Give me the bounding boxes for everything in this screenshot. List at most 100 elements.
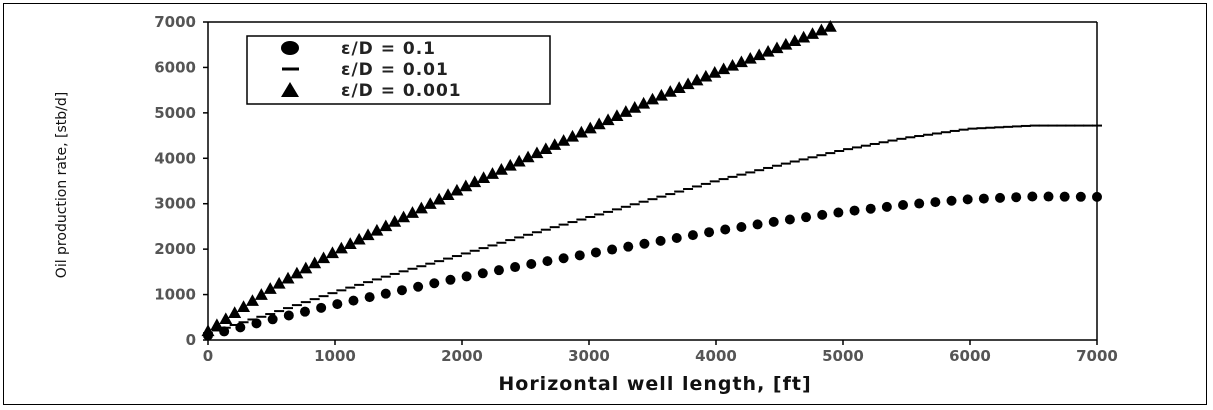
series-point bbox=[210, 318, 224, 331]
series-point bbox=[485, 167, 499, 179]
series-point bbox=[219, 312, 233, 325]
series-point bbox=[681, 77, 695, 90]
series-point bbox=[459, 179, 473, 192]
series-point bbox=[1092, 191, 1102, 202]
series-point bbox=[388, 215, 402, 227]
series-point bbox=[726, 58, 740, 71]
series-point bbox=[332, 299, 343, 310]
series-point bbox=[245, 294, 259, 306]
series-point bbox=[539, 142, 553, 155]
series-point bbox=[299, 261, 313, 274]
series-point bbox=[325, 246, 339, 259]
series-point bbox=[235, 322, 246, 333]
series-point bbox=[512, 154, 526, 167]
series-point bbox=[1075, 191, 1086, 202]
series-point bbox=[637, 96, 651, 109]
x-tick-label: 3000 bbox=[568, 347, 610, 365]
series-point bbox=[317, 251, 331, 264]
series-point bbox=[833, 207, 844, 218]
series-point bbox=[663, 85, 677, 97]
series-point bbox=[461, 271, 472, 282]
series-point bbox=[779, 37, 793, 50]
series-point bbox=[413, 281, 424, 292]
series-point bbox=[380, 288, 391, 299]
series-point bbox=[930, 197, 941, 208]
series-point bbox=[814, 23, 828, 36]
series-point bbox=[557, 134, 571, 146]
series-point bbox=[743, 51, 757, 64]
legend-label: ε/D = 0.01 bbox=[341, 60, 449, 80]
legend: ε/D = 0.1ε/D = 0.01ε/D = 0.001 bbox=[246, 35, 551, 105]
series-point bbox=[432, 192, 446, 205]
series-point bbox=[619, 105, 633, 117]
series-point bbox=[316, 302, 327, 313]
legend-marker-triangle bbox=[281, 82, 299, 97]
series-point bbox=[450, 183, 464, 196]
series-point bbox=[429, 278, 440, 289]
series-point bbox=[272, 276, 286, 289]
series-point bbox=[628, 100, 642, 113]
series-point bbox=[978, 193, 989, 204]
series-point bbox=[267, 314, 278, 325]
y-tick-label: 5000 bbox=[154, 104, 196, 122]
legend-item: ε/D = 0.1 bbox=[281, 39, 436, 59]
series-point bbox=[521, 150, 535, 163]
series-point bbox=[654, 88, 668, 101]
series-point bbox=[717, 62, 731, 75]
x-axis-title: Horizontal well length, [ft] bbox=[498, 373, 811, 395]
series-point bbox=[228, 306, 242, 318]
y-tick-label: 0 bbox=[186, 331, 196, 349]
y-axis-title: Oil production rate, [stb/d] bbox=[54, 92, 70, 278]
y-ticks: 0 1000 2000 3000 4000 5000 6000 7000 bbox=[154, 13, 208, 349]
series-point bbox=[881, 201, 892, 212]
series-point bbox=[574, 250, 585, 261]
series-point bbox=[1027, 191, 1038, 202]
y-tick-label: 6000 bbox=[154, 58, 196, 76]
series-point bbox=[817, 209, 828, 220]
series-point bbox=[583, 121, 597, 134]
series-point bbox=[788, 34, 802, 47]
series-point bbox=[370, 223, 384, 236]
x-tick-label: 0 bbox=[203, 347, 213, 365]
series-point bbox=[352, 232, 366, 245]
series-point bbox=[865, 203, 876, 214]
series-point bbox=[995, 192, 1006, 203]
series-point bbox=[299, 306, 310, 317]
series-point bbox=[768, 216, 779, 227]
series-triangle bbox=[201, 20, 837, 337]
series-point bbox=[558, 253, 569, 264]
y-tick-label: 2000 bbox=[154, 240, 196, 258]
series-point bbox=[493, 265, 504, 276]
series-point bbox=[914, 198, 925, 209]
legend-label: ε/D = 0.1 bbox=[341, 39, 436, 59]
series-point bbox=[503, 158, 517, 171]
series-point bbox=[1043, 191, 1054, 202]
series-point bbox=[334, 241, 348, 254]
series-point bbox=[251, 318, 262, 329]
series-point bbox=[672, 81, 686, 93]
series-point bbox=[405, 206, 419, 218]
y-tick-label: 1000 bbox=[154, 286, 196, 304]
series-point bbox=[761, 44, 775, 57]
series-point bbox=[770, 41, 784, 54]
x-ticks: 0 1000 2000 3000 4000 5000 6000 7000 bbox=[203, 340, 1118, 365]
series-point bbox=[623, 241, 634, 252]
y-tick-label: 7000 bbox=[154, 13, 196, 31]
series-point bbox=[542, 256, 553, 267]
series-point bbox=[526, 259, 537, 270]
series-point bbox=[752, 219, 763, 230]
series-point bbox=[806, 27, 820, 39]
series-point bbox=[946, 195, 957, 206]
series-circle bbox=[203, 191, 1102, 341]
series-point bbox=[646, 92, 659, 105]
legend-item: ε/D = 0.01 bbox=[282, 60, 449, 80]
legend-label: ε/D = 0.001 bbox=[341, 81, 462, 101]
series-point bbox=[823, 20, 837, 32]
series-point bbox=[734, 55, 748, 68]
series-point bbox=[445, 274, 456, 285]
series-point bbox=[283, 310, 294, 321]
series-point bbox=[898, 200, 909, 211]
series-point bbox=[565, 129, 579, 142]
series-point bbox=[699, 69, 713, 82]
